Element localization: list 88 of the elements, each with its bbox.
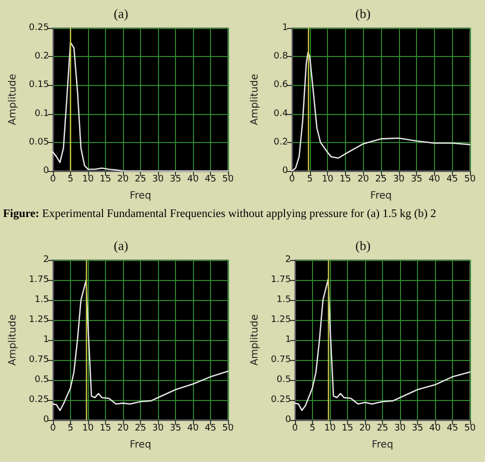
y-tick-label: 1.25 <box>28 315 49 325</box>
x-tick-label: 40 <box>187 424 199 434</box>
x-tick-label: 20 <box>117 424 129 434</box>
x-tick-label: 15 <box>340 174 352 184</box>
x-tick-label: 50 <box>222 174 234 184</box>
y-axis-title: Amplitude <box>8 314 18 366</box>
y-tick-label: 0.8 <box>274 52 288 62</box>
y-tick-label: 0.25 <box>28 23 49 33</box>
x-tick-label: 40 <box>428 174 440 184</box>
x-tick-label: 10 <box>82 174 94 184</box>
x-tick-label: 20 <box>357 174 370 184</box>
x-tick-label: 5 <box>68 174 74 184</box>
x-tick-label: 0 <box>50 174 56 184</box>
x-axis-title: Freq <box>372 440 394 450</box>
x-tick-label: 50 <box>222 424 234 434</box>
y-axis-title: Amplitude <box>8 74 18 126</box>
y-tick-label: 1 <box>43 335 49 345</box>
x-tick-label: 35 <box>170 424 182 434</box>
x-tick-label: 5 <box>310 424 316 434</box>
y-tick-label: 0 <box>43 415 50 425</box>
y-tick-label: 1.25 <box>270 315 291 325</box>
y-tick-label: 0.1 <box>34 108 49 119</box>
x-tick-label: 50 <box>464 424 476 434</box>
y-tick-label: 1.5 <box>276 295 291 305</box>
x-axis-title: Freq <box>130 190 152 202</box>
y-tick-label: 0.5 <box>34 375 49 385</box>
x-tick-label: 30 <box>152 174 164 184</box>
x-tick-label: 0 <box>50 424 56 434</box>
chart-title: (a) <box>114 6 128 21</box>
y-tick-label: 2 <box>285 255 291 265</box>
y-tick-label: 1 <box>285 335 291 345</box>
y-tick-label: 0.75 <box>28 355 49 365</box>
y-tick-label: 0 <box>43 166 50 176</box>
y-tick-label: 0.4 <box>274 108 288 119</box>
y-tick-label: 0 <box>282 166 288 176</box>
y-tick-label: 0.25 <box>270 395 291 405</box>
x-tick-label: 45 <box>204 174 216 184</box>
y-tick-label: 1.5 <box>34 295 49 305</box>
x-tick-label: 30 <box>152 424 164 434</box>
x-tick-label: 25 <box>375 174 387 184</box>
x-tick-label: 40 <box>187 174 199 184</box>
y-tick-label: 1.75 <box>270 275 291 285</box>
x-tick-label: 20 <box>117 174 129 184</box>
chart-title: (b) <box>355 238 371 253</box>
y-tick-label: 2 <box>43 255 49 265</box>
x-tick-label: 5 <box>306 174 313 184</box>
x-tick-label: 25 <box>134 174 146 184</box>
chart-title: (b) <box>355 6 371 21</box>
x-tick-label: 30 <box>393 174 405 184</box>
x-tick-label: 5 <box>68 424 74 434</box>
y-tick-label: 0.2 <box>34 52 49 62</box>
x-tick-label: 0 <box>292 424 298 434</box>
x-tick-label: 45 <box>204 424 216 434</box>
y-tick-label: 0.5 <box>276 375 291 385</box>
y-tick-label: 0.75 <box>270 355 291 365</box>
line-series <box>294 278 471 412</box>
x-tick-label: 45 <box>446 424 458 434</box>
x-tick-label: 10 <box>322 174 334 184</box>
x-tick-label: 25 <box>134 424 146 434</box>
text: Figure: Experimental Fundamental Frequencies without applying pressure for (a) 1.5 kg (b) 2 <box>2 207 438 222</box>
x-tick-label: 20 <box>359 424 371 434</box>
x-tick-label: 35 <box>412 424 424 434</box>
y-axis-title: Amplitude <box>250 74 260 126</box>
y-tick-label: 0 <box>285 415 292 425</box>
chart-title: (a) <box>114 238 128 253</box>
y-tick-label: 0.05 <box>28 137 49 148</box>
x-tick-label: 15 <box>342 424 354 434</box>
x-tick-label: 30 <box>394 424 406 434</box>
y-tick-label: 0.15 <box>28 80 49 90</box>
y-axis-title: Amplitude <box>250 314 260 366</box>
x-tick-label: 15 <box>100 424 112 434</box>
y-tick-label: 0.6 <box>274 80 288 90</box>
y-tick-label: 1.75 <box>28 275 49 285</box>
y-tick-label: 0.25 <box>28 395 49 405</box>
y-tick-label: 0.2 <box>274 137 288 148</box>
x-tick-label: 10 <box>324 424 336 434</box>
line-series <box>52 279 229 412</box>
x-tick-label: 45 <box>446 174 458 184</box>
x-tick-label: 15 <box>100 174 112 184</box>
x-tick-label: 10 <box>82 424 94 434</box>
x-tick-label: 50 <box>464 174 476 184</box>
x-axis-title: Freq <box>370 190 392 202</box>
x-tick-label: 35 <box>410 174 422 184</box>
x-tick-label: 25 <box>376 424 388 434</box>
y-tick-label: 1 <box>282 23 288 33</box>
x-tick-label: 40 <box>429 424 441 434</box>
x-axis-title: Freq <box>130 440 152 450</box>
x-tick-label: 35 <box>170 174 182 184</box>
